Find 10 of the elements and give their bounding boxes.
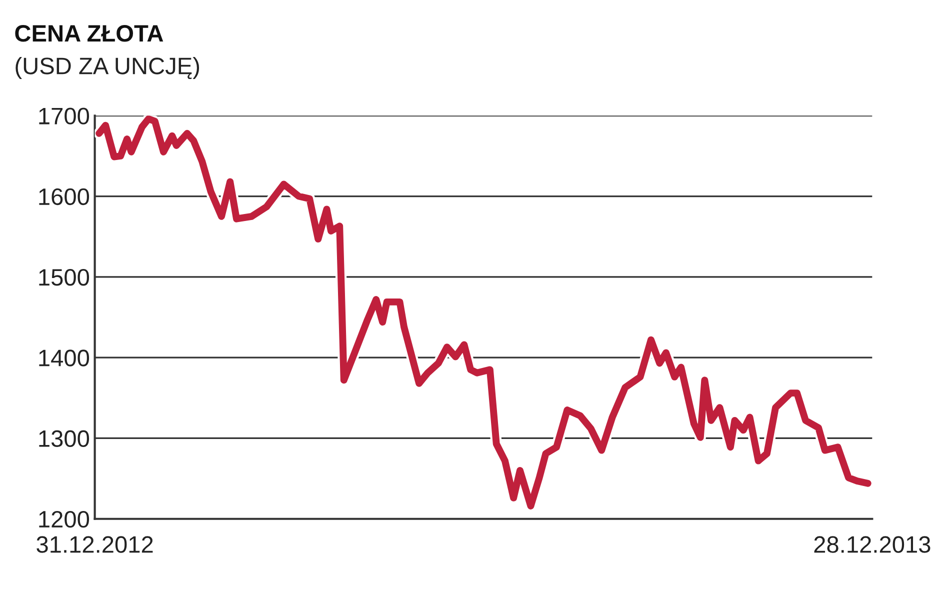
y-tick-label: 1300	[39, 430, 90, 448]
y-tick-label: 1700	[39, 108, 90, 124]
y-tick-label: 1600	[39, 188, 90, 206]
x-tick-label: 31.12.2012	[36, 536, 153, 553]
y-tick-label: 1400	[39, 350, 90, 366]
y-tick-label: 1200	[39, 510, 90, 528]
chart-subtitle: (USD ZA UNCJĘ)	[16, 57, 200, 80]
chart-title: CENA ZŁOTA	[15, 25, 164, 42]
x-tick-label: 28.12.2013	[814, 536, 930, 553]
y-tick-label: 1500	[39, 269, 90, 286]
